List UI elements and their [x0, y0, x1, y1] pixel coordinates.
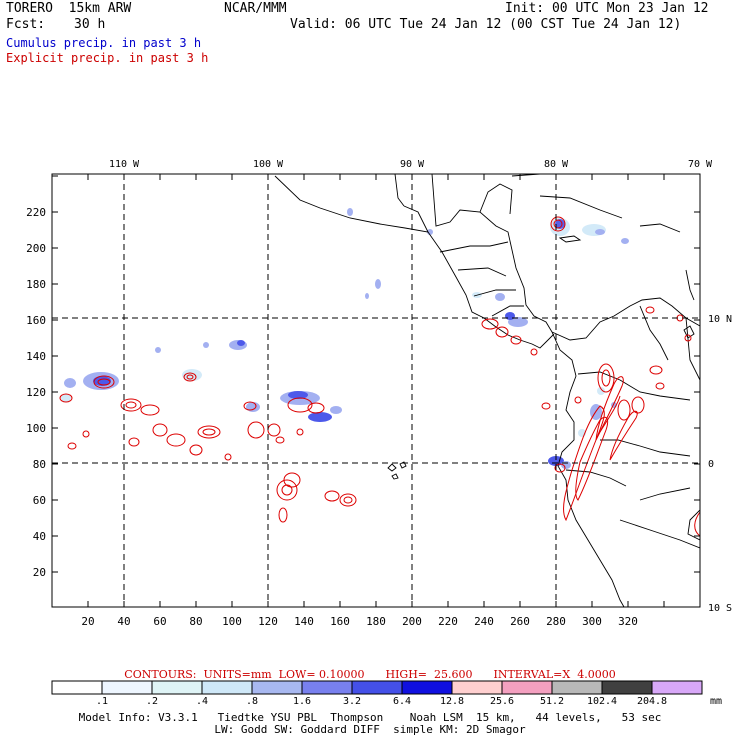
colorbar-label: 3.2 [343, 696, 361, 707]
x-tick-label: 260 [510, 615, 530, 628]
lat-lon-grid [52, 174, 700, 607]
longitude-labels: 110 W 100 W 90 W 80 W 70 W [109, 159, 713, 170]
colorbar-swatch [401, 680, 453, 695]
model-info-line1: Model Info: V3.3.1 Tiedtke YSU PBL Thomp… [78, 711, 662, 724]
colorbar-labels: .1 .2 .4 .8 1.6 3.2 6.4 12.8 25.6 51.2 1… [96, 696, 722, 707]
colorbar-label: 6.4 [393, 696, 411, 707]
colorbar-label: .8 [246, 696, 258, 707]
colorbar-swatch [551, 680, 603, 695]
x-tick-label: 220 [438, 615, 458, 628]
lon-label: 90 W [400, 159, 425, 170]
latitude-labels: 10 N 0 10 S [708, 314, 732, 614]
init-time: Init: 00 UTC Mon 23 Jan 12 [505, 1, 709, 16]
x-tick-label: 180 [366, 615, 386, 628]
model-title: TORERO 15km ARW [6, 1, 132, 16]
axis-ticks [52, 174, 700, 607]
colorbar-swatch [101, 680, 153, 695]
x-tick-label: 300 [582, 615, 602, 628]
x-tick-label: 320 [618, 615, 638, 628]
cumulus-precip-shading [61, 208, 629, 469]
lat-label: 10 N [708, 314, 732, 325]
colorbar-unit: mm [710, 696, 722, 707]
y-tick-label: 40 [33, 530, 46, 543]
colorbar-label: .2 [146, 696, 158, 707]
colorbar-swatch [351, 680, 403, 695]
x-tick-label: 20 [81, 615, 94, 628]
legend-explicit: Explicit precip. in past 3 h [6, 51, 209, 65]
colorbar-label: 12.8 [440, 696, 464, 707]
colorbar-swatch [51, 680, 103, 695]
colorbar-swatch [301, 680, 353, 695]
x-tick-label: 240 [474, 615, 494, 628]
lon-label: 80 W [544, 159, 569, 170]
y-tick-labels: 20 40 60 80 100 120 140 160 180 200 220 [26, 206, 46, 579]
lon-label: 70 W [688, 159, 713, 170]
colorbar-label: 1.6 [293, 696, 311, 707]
x-tick-label: 120 [258, 615, 278, 628]
lon-label: 110 W [109, 159, 140, 170]
y-tick-label: 140 [26, 350, 46, 363]
colorbar [51, 680, 703, 695]
legend-cumulus: Cumulus precip. in past 3 h [6, 36, 202, 50]
x-tick-label: 60 [153, 615, 166, 628]
y-tick-label: 100 [26, 422, 46, 435]
x-tick-label: 140 [294, 615, 314, 628]
y-tick-label: 20 [33, 566, 46, 579]
lat-label: 10 S [708, 603, 732, 614]
y-tick-label: 200 [26, 242, 46, 255]
y-tick-label: 220 [26, 206, 46, 219]
org-label: NCAR/MMM [224, 1, 287, 16]
colorbar-swatch [601, 680, 653, 695]
lon-label: 100 W [253, 159, 284, 170]
y-tick-label: 120 [26, 386, 46, 399]
colorbar-label: 51.2 [540, 696, 564, 707]
forecast-hour: 30 h [74, 17, 106, 32]
colorbar-swatch [501, 680, 553, 695]
colorbar-swatch [151, 680, 203, 695]
coastlines [274, 174, 700, 607]
colorbar-swatch [251, 680, 303, 695]
y-tick-label: 60 [33, 494, 46, 507]
x-tick-label: 200 [402, 615, 422, 628]
forecast-label: Fcst: [6, 17, 46, 32]
map-content [52, 174, 700, 607]
model-info-line2: LW: Godd SW: Goddard DIFF simple KM: 2D … [214, 723, 526, 736]
colorbar-label: .1 [96, 696, 108, 707]
explicit-precip-contours [59, 216, 700, 537]
colorbar-swatch [451, 680, 503, 695]
colorbar-label: 102.4 [587, 696, 617, 707]
x-tick-label: 160 [330, 615, 350, 628]
colorbar-swatch [201, 680, 253, 695]
lat-label: 0 [708, 459, 714, 470]
y-tick-label: 80 [33, 458, 46, 471]
colorbar-swatch [651, 680, 703, 695]
x-tick-label: 100 [222, 615, 242, 628]
x-tick-label: 80 [189, 615, 202, 628]
x-tick-labels: 20 40 60 80 100 120 140 160 180 200 220 … [81, 615, 638, 628]
colorbar-label: 25.6 [490, 696, 514, 707]
y-tick-label: 160 [26, 314, 46, 327]
y-tick-label: 180 [26, 278, 46, 291]
colorbar-label: .4 [196, 696, 208, 707]
x-tick-label: 40 [117, 615, 130, 628]
contour-info: CONTOURS: UNITS=mm LOW= 0.10000 HIGH= 25… [124, 668, 616, 681]
colorbar-label: 204.8 [637, 696, 667, 707]
valid-time: Valid: 06 UTC Tue 24 Jan 12 (00 CST Tue … [290, 17, 682, 32]
x-tick-label: 280 [546, 615, 566, 628]
